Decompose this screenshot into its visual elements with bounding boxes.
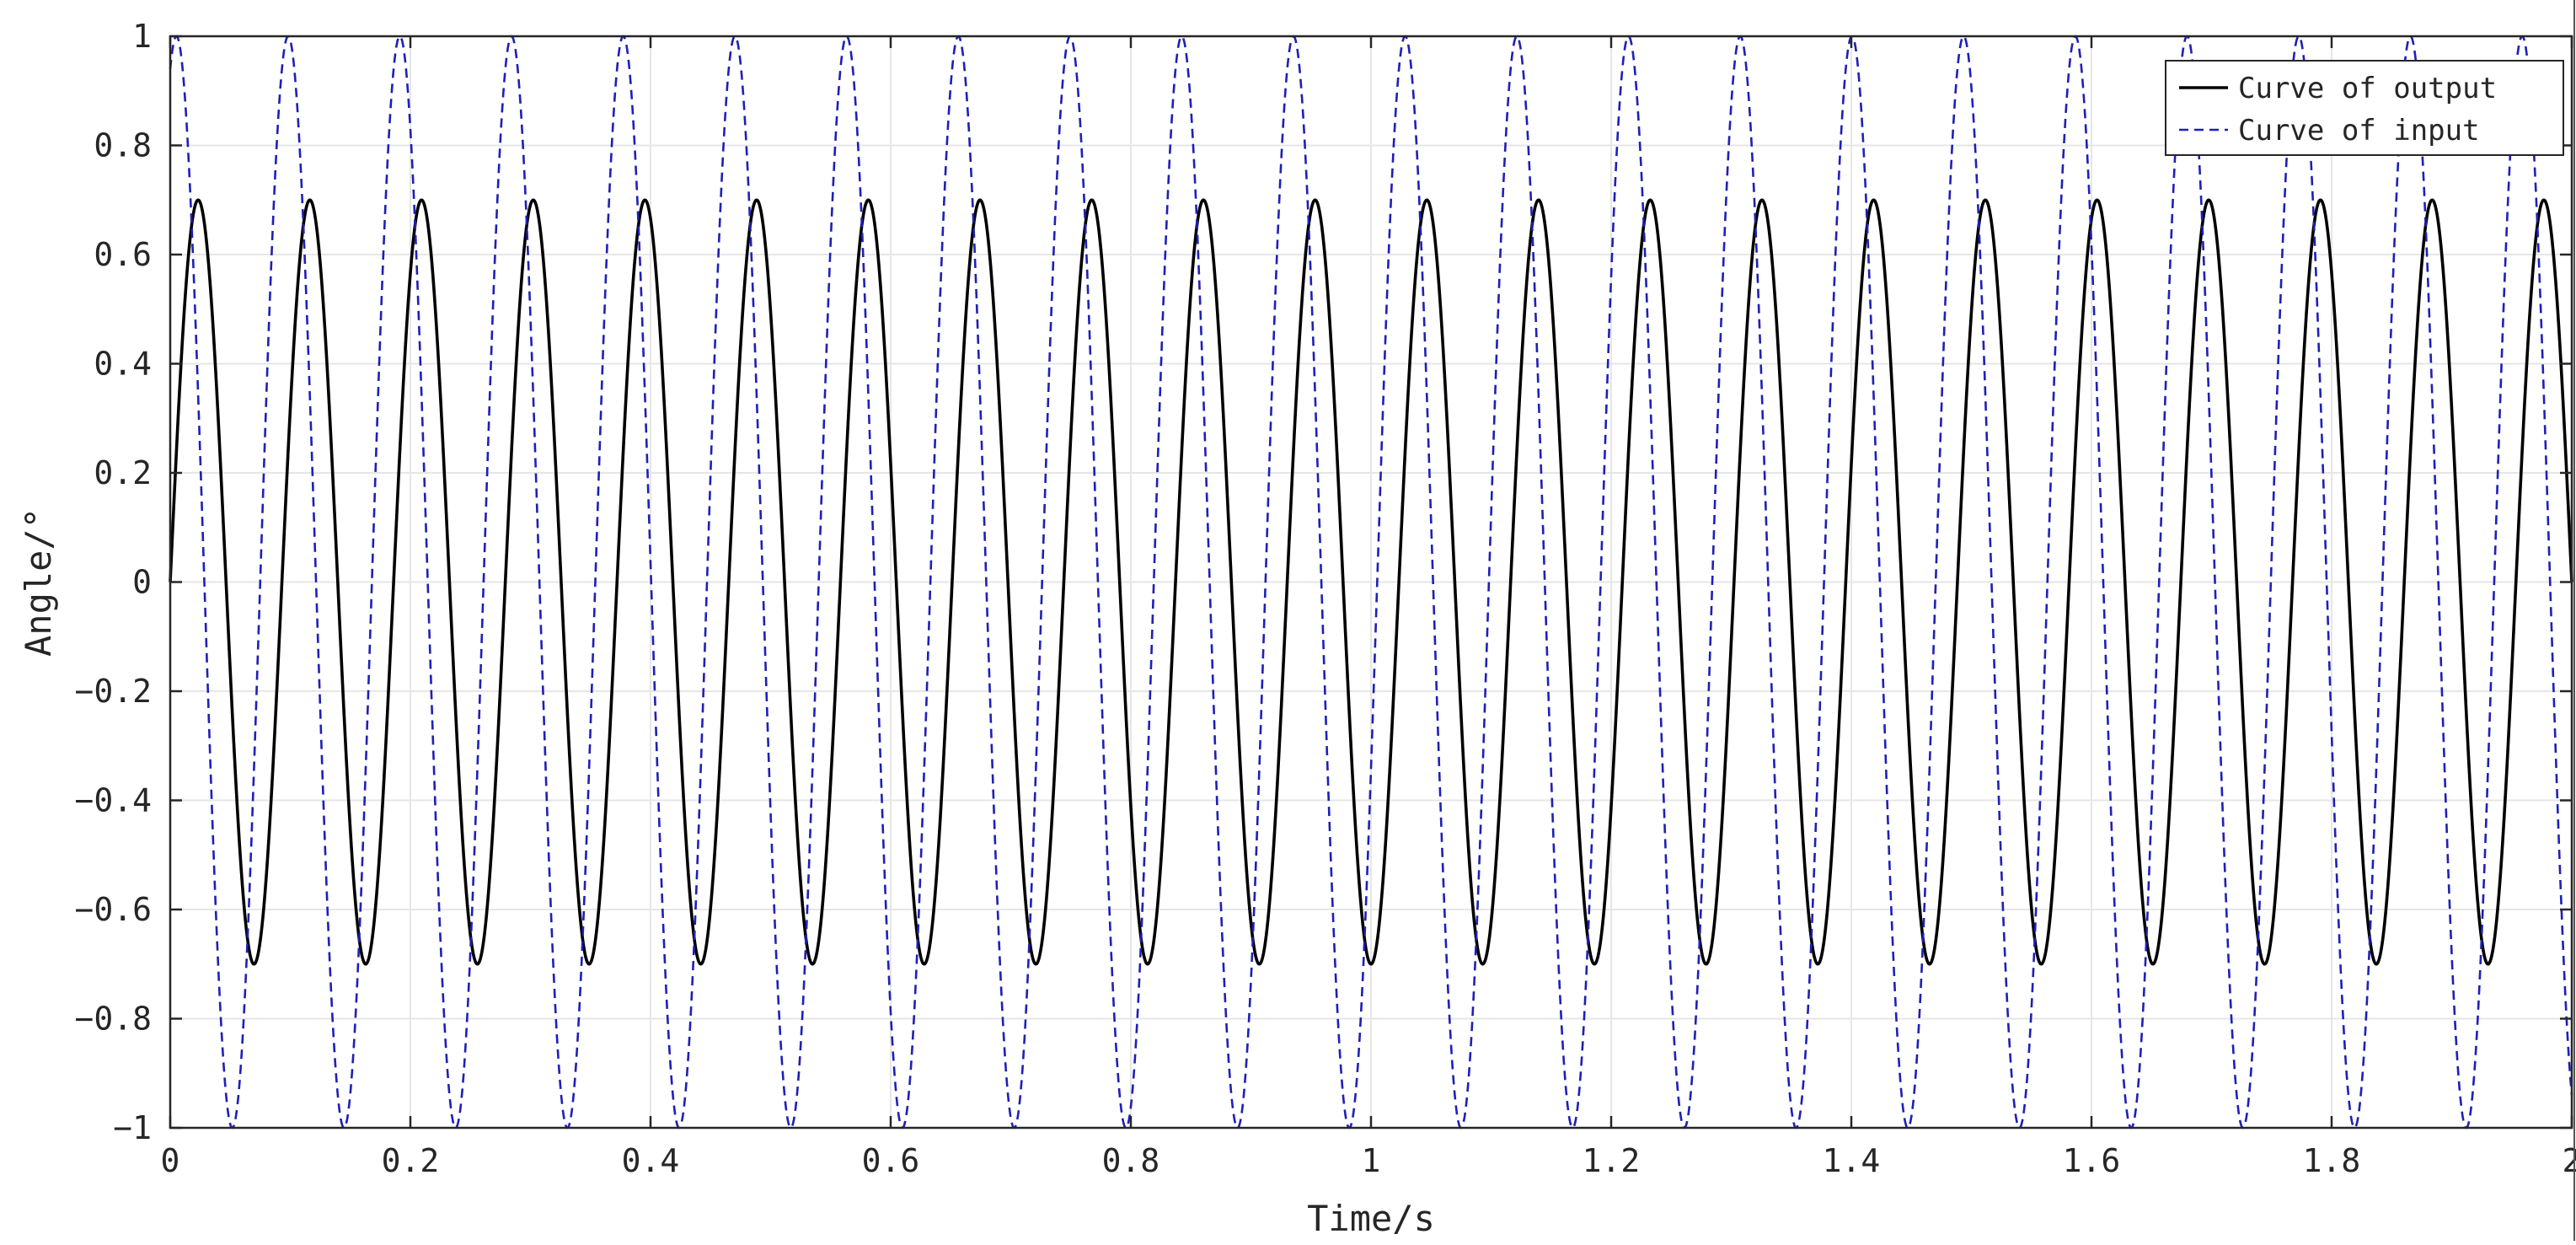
y-tick-label: 0.4: [94, 346, 152, 383]
series-layer: [169, 35, 2573, 1130]
y-axis-title: Angle/°: [18, 507, 59, 657]
series-line-output: [169, 198, 2573, 966]
legend-label-output: Curve of output: [2238, 72, 2497, 105]
axes-layer: [169, 35, 2573, 1130]
legend-box: [2165, 60, 2564, 156]
series-line-input: [169, 35, 2573, 1130]
x-tick-label: 1.8: [2303, 1142, 2361, 1179]
x-tick-label: 0.2: [382, 1142, 440, 1179]
x-tick-label: 1.6: [2063, 1142, 2121, 1179]
y-tick-label: 0.6: [94, 236, 152, 273]
y-tick-label: −0.8: [74, 1001, 152, 1038]
x-tick-label: 0.4: [622, 1142, 680, 1179]
x-tick-label: 0.8: [1102, 1142, 1160, 1179]
y-tick-label: 0.2: [94, 454, 152, 491]
x-tick-label: 0: [161, 1142, 180, 1179]
x-tick-label: 2: [2563, 1142, 2576, 1179]
y-tick-label: 1: [132, 18, 152, 55]
x-axis-title: Time/s: [1307, 1198, 1435, 1239]
legend: Curve of output Curve of input: [2165, 60, 2564, 156]
y-tick-label: −0.6: [74, 891, 152, 928]
tick-label-layer: 0 0.2 0.4 0.6 0.8 1 1.2 1.4 1.6 1.8 2 −1 −0.8 −0.6 −0.…: [74, 18, 2576, 1179]
x-tick-label: 1: [1362, 1142, 1381, 1179]
y-tick-label: 0.8: [94, 127, 152, 164]
x-tick-label: 1.4: [1823, 1142, 1881, 1179]
y-tick-label: 0: [132, 564, 152, 601]
x-tick-label: 1.2: [1583, 1142, 1641, 1179]
legend-label-input: Curve of input: [2238, 114, 2480, 148]
y-tick-label: −1: [113, 1109, 152, 1146]
x-tick-label: 0.6: [862, 1142, 920, 1179]
y-tick-label: −0.2: [74, 673, 152, 710]
y-tick-label: −0.4: [74, 782, 152, 819]
